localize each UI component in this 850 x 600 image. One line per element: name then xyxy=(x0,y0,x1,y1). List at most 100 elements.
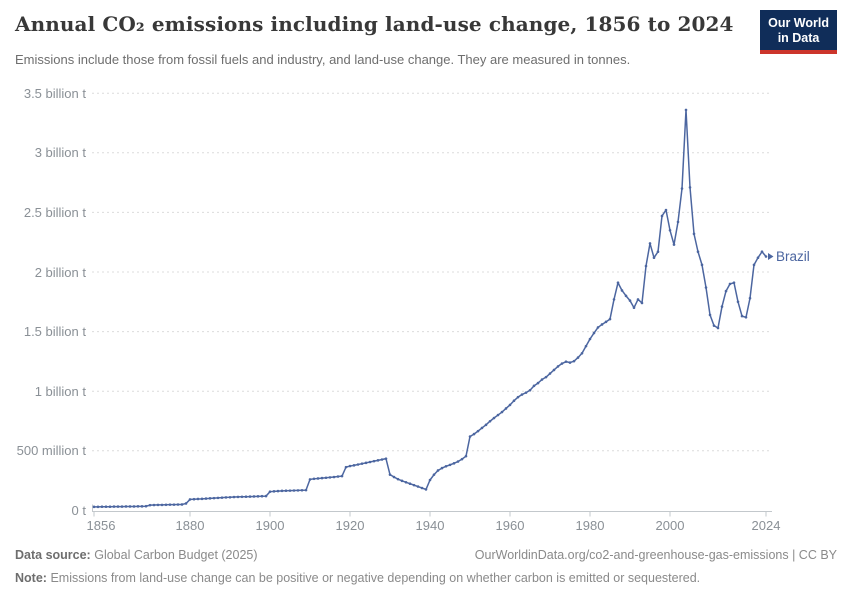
x-axis-label: 1940 xyxy=(415,518,445,533)
owid-link[interactable]: OurWorldinData.org/co2-and-greenhouse-ga… xyxy=(474,548,837,562)
data-point xyxy=(668,228,672,232)
data-point xyxy=(296,489,300,492)
data-point xyxy=(460,457,464,461)
data-point xyxy=(304,488,308,492)
data-point xyxy=(708,313,712,317)
data-point xyxy=(376,459,380,462)
data-point xyxy=(608,317,612,321)
data-point xyxy=(256,495,260,498)
data-point xyxy=(248,495,252,498)
data-point xyxy=(556,365,560,368)
data-point xyxy=(404,480,408,484)
data-point xyxy=(192,497,196,501)
series-end-arrow-icon xyxy=(768,253,774,261)
data-point xyxy=(244,495,248,498)
data-point xyxy=(352,464,356,467)
x-axis-label: 1856 xyxy=(86,518,116,533)
data-point xyxy=(160,503,164,507)
data-point xyxy=(544,375,548,379)
data-point xyxy=(188,498,192,501)
data-point xyxy=(600,323,604,326)
data-point xyxy=(340,474,344,478)
chart-title: Annual CO₂ emissions including land-use … xyxy=(15,12,734,36)
data-point xyxy=(552,368,556,372)
brazil-line-series[interactable] xyxy=(93,109,767,508)
data-point xyxy=(484,423,488,427)
data-point xyxy=(204,497,208,500)
data-point xyxy=(456,460,460,463)
data-point xyxy=(132,505,136,508)
footer-note-row: Note: Emissions from land-use change can… xyxy=(15,571,837,585)
data-point xyxy=(588,337,592,341)
data-point xyxy=(712,324,716,327)
data-point xyxy=(308,478,312,481)
data-point xyxy=(400,479,404,483)
data-point xyxy=(328,476,332,479)
data-point xyxy=(720,305,724,308)
owid-logo[interactable]: Our World in Data xyxy=(760,10,837,54)
data-point xyxy=(224,496,228,499)
data-point xyxy=(432,473,436,476)
data-point xyxy=(92,505,96,509)
data-point xyxy=(180,503,184,506)
data-point xyxy=(560,362,564,365)
data-point xyxy=(416,485,420,488)
x-axis-label: 1900 xyxy=(255,518,285,533)
x-axis-label: 1960 xyxy=(495,518,525,533)
data-point xyxy=(468,435,472,438)
data-point xyxy=(736,300,740,304)
data-point xyxy=(524,391,528,394)
data-point xyxy=(584,344,588,348)
data-point xyxy=(344,465,348,469)
y-axis-label: 2.5 billion t xyxy=(23,204,86,220)
data-point xyxy=(380,458,384,461)
data-point xyxy=(532,384,536,388)
data-point xyxy=(660,214,664,218)
data-point xyxy=(464,454,468,458)
data-point xyxy=(476,429,480,433)
data-point xyxy=(572,359,576,363)
data-source-value: Global Carbon Budget (2025) xyxy=(94,548,258,562)
data-point xyxy=(288,489,292,492)
data-point xyxy=(408,482,412,485)
series-label-brazil[interactable]: Brazil xyxy=(776,248,810,264)
x-axis-label: 1880 xyxy=(175,518,205,533)
data-point xyxy=(368,460,372,464)
data-point xyxy=(388,473,392,476)
data-point xyxy=(548,372,552,375)
data-point xyxy=(424,488,428,491)
data-point xyxy=(700,263,704,267)
data-point xyxy=(272,490,276,493)
data-point xyxy=(184,502,188,505)
data-point xyxy=(452,462,456,465)
owid-logo-line1: Our World xyxy=(768,16,829,30)
data-point xyxy=(644,264,648,268)
data-point xyxy=(500,410,504,414)
data-point xyxy=(656,250,660,254)
data-point xyxy=(760,250,764,254)
y-axis-label: 3.5 billion t xyxy=(23,85,86,101)
data-point xyxy=(740,314,744,318)
data-point xyxy=(268,490,272,493)
data-point xyxy=(576,356,580,359)
data-point xyxy=(200,497,204,501)
data-point xyxy=(360,462,364,465)
note-text: Emissions from land-use change can be po… xyxy=(50,571,701,585)
y-axis-label: 1 billion t xyxy=(34,383,86,399)
data-point xyxy=(264,494,268,498)
data-point xyxy=(108,505,112,509)
data-point xyxy=(212,496,216,500)
data-point xyxy=(716,326,720,330)
data-point xyxy=(312,477,316,481)
data-point xyxy=(564,360,568,363)
data-point xyxy=(240,495,244,499)
data-point xyxy=(152,503,156,507)
data-point xyxy=(100,505,104,509)
data-point xyxy=(724,289,728,293)
data-point xyxy=(216,496,220,500)
data-point xyxy=(120,505,124,508)
data-point xyxy=(232,495,236,499)
data-point xyxy=(676,220,680,224)
data-point xyxy=(536,381,540,385)
data-point xyxy=(292,489,296,492)
